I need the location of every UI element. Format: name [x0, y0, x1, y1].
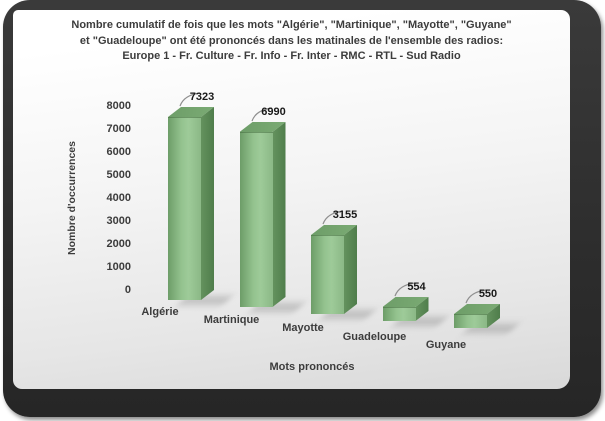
y-tick-0: 0: [124, 284, 131, 296]
bar-front-face: [454, 314, 487, 328]
x-axis-title: Mots prononcés: [269, 361, 355, 373]
bar-value-label-algerie: 7323: [189, 91, 215, 103]
bar-top-face: [311, 225, 357, 235]
bar-side-face: [344, 225, 357, 314]
y-tick-1000: 1000: [106, 261, 131, 273]
bar-top-face: [239, 122, 286, 132]
chart-title-line-2: et "Guadeloupe" ont été prononcés dans l…: [79, 34, 504, 47]
leader-line: [393, 282, 415, 297]
bar-guyane: [454, 304, 500, 328]
leader-line: [465, 289, 487, 304]
y-tick-7000: 7000: [106, 123, 131, 135]
y-tick-8000: 8000: [106, 100, 131, 112]
y-tick-4000: 4000: [106, 192, 131, 204]
chart-card: Nombre cumulatif de fois que les mots "A…: [13, 10, 570, 389]
bar-value-label-martinique: 6990: [261, 106, 286, 118]
bar-side-face: [201, 107, 214, 300]
bar-front-face: [382, 307, 416, 321]
category-label-guadeloupe: Guadeloupe: [342, 330, 407, 343]
chart-title-line-1: Nombre cumulatif de fois que les mots "A…: [71, 19, 512, 31]
category-label-guyane: Guyane: [425, 338, 467, 351]
chart-title: Nombre cumulatif de fois que les mots "A…: [13, 18, 570, 65]
bar-mayotte: [311, 225, 357, 314]
bar-value-label-guyane: 550: [478, 288, 498, 300]
bar-algerie: [168, 107, 214, 300]
bar-value-label-mayotte: 3155: [332, 209, 358, 221]
bar-top-face: [382, 297, 429, 307]
y-tick-5000: 5000: [106, 169, 131, 181]
plot-area: 8000 7000 6000 5000 4000 3000 2000 1000 0 7323 Alg…: [13, 10, 570, 389]
y-tick-6000: 6000: [106, 146, 131, 158]
bar-front-face: [168, 117, 201, 300]
leader-line: [322, 210, 344, 225]
chart-title-line-3: Europe 1 - Fr. Culture - Fr. Info - Fr. …: [122, 50, 461, 62]
y-tick-2000: 2000: [106, 238, 131, 250]
bar-top-face: [454, 304, 500, 314]
bar-value-label-guadeloupe: 554: [407, 281, 426, 293]
y-tick-3000: 3000: [106, 215, 131, 227]
bar-martinique: [239, 122, 286, 307]
bar-side-face: [272, 122, 286, 307]
leader-line: [179, 92, 201, 107]
bar-top-face: [168, 107, 214, 117]
category-label-mayotte: Mayotte: [282, 322, 324, 335]
bar-front-face: [311, 235, 344, 314]
category-label-martinique: Martinique: [203, 314, 260, 327]
bar-guadeloupe: [382, 297, 429, 321]
leader-line: [250, 107, 272, 122]
category-label-algerie: Algérie: [141, 306, 179, 318]
bar-front-face: [239, 132, 273, 307]
